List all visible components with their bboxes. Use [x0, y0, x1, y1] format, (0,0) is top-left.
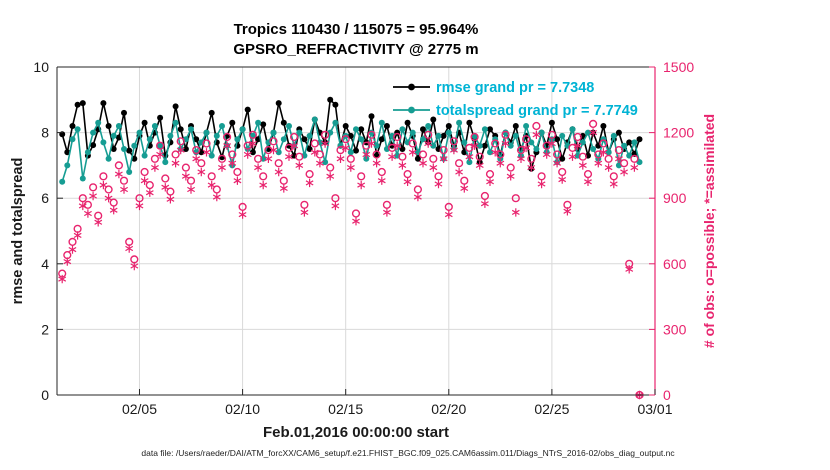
chart-subtitle: GPSRO_REFRACTIVITY @ 2775 m	[233, 41, 478, 58]
plot-area: 02/05 02/10 02/15 02/20 02/25 03/010246810030…	[33, 59, 694, 417]
x-tick-label: 02/15	[328, 401, 363, 417]
y-right-tick-label: 0	[663, 387, 671, 403]
y-axis-label-left: rmse and totalspread	[10, 158, 26, 305]
chart-title: Tropics 110430 / 115075 = 95.964%	[234, 21, 479, 38]
x-tick-label: 02/25	[534, 401, 569, 417]
x-tick-label: 02/20	[431, 401, 466, 417]
y-left-tick-label: 6	[41, 190, 49, 206]
x-axis-label: Feb.01,2016 00:00:00 start	[263, 424, 449, 441]
y-right-tick-label: 900	[663, 190, 687, 206]
axes: 02/05 02/10 02/15 02/20 02/25 03/010246810030…	[33, 59, 694, 417]
x-tick-label: 03/01	[637, 401, 672, 417]
chart-text-layer: Tropics 110430 / 115075 = 95.964% GPSRO_…	[10, 21, 717, 458]
legend-label-totalspread: totalspread grand pr = 7.7749	[436, 103, 638, 119]
y-left-tick-label: 2	[41, 321, 49, 337]
series-possible	[58, 119, 644, 400]
y-left-tick-label: 0	[41, 387, 49, 403]
y-right-tick-label: 1200	[663, 125, 694, 141]
y-right-tick-label: 300	[663, 321, 687, 337]
x-tick-label: 02/10	[225, 401, 260, 417]
legend-label-rmse: rmse grand pr = 7.7348	[436, 80, 594, 96]
y-right-tick-label: 1500	[663, 59, 694, 75]
data-file-caption: data file: /Users/raeder/DAI/ATM_forcXX/…	[141, 448, 675, 458]
y-left-tick-label: 4	[41, 256, 49, 272]
y-left-tick-label: 10	[33, 59, 49, 75]
legend-samples	[393, 83, 430, 114]
series-assimilated	[58, 128, 644, 400]
y-left-tick-label: 8	[41, 125, 49, 141]
x-tick-label: 02/05	[122, 401, 157, 417]
y-right-tick-label: 600	[663, 256, 687, 272]
y-axis-label-right: # of obs: o=possible; *=assimilated	[701, 114, 717, 348]
